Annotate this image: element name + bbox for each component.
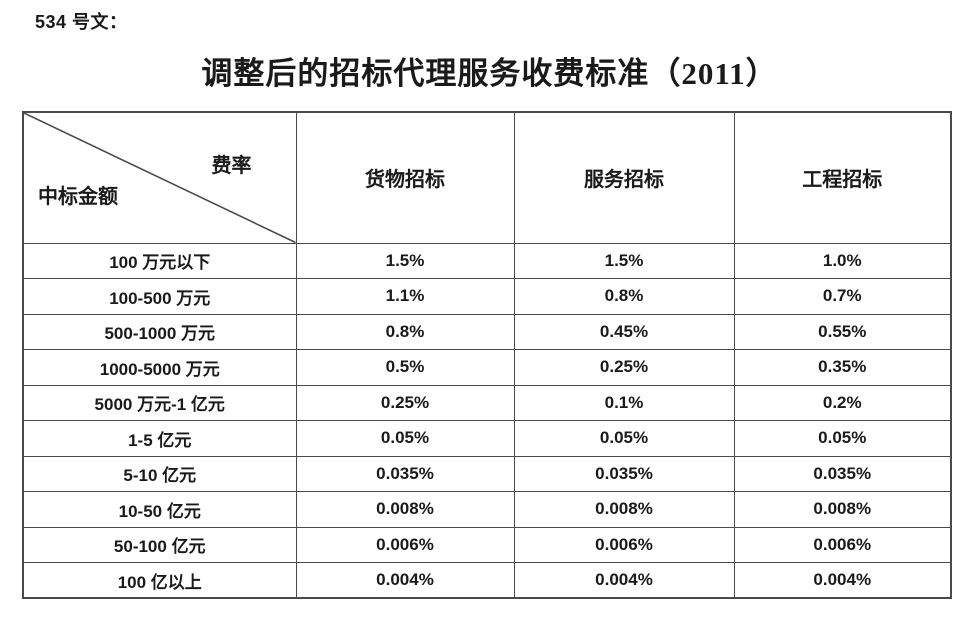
- corner-label-amount: 中标金额: [38, 185, 118, 208]
- fee-value: 0.1%: [513, 384, 735, 421]
- fee-value: 0.004%: [733, 562, 952, 599]
- fee-value: 0.7%: [733, 278, 952, 315]
- row-label: 50-100 亿元: [22, 526, 297, 563]
- fee-value: 0.035%: [295, 455, 515, 492]
- fee-value: 0.8%: [513, 278, 735, 315]
- fee-value: 0.8%: [295, 313, 515, 350]
- column-header-service-bidding: 服务招标: [513, 111, 735, 244]
- row-label: 500-1000 万元: [22, 313, 297, 350]
- fee-value: 0.45%: [513, 313, 735, 350]
- row-label: 5000 万元-1 亿元: [22, 384, 297, 421]
- corner-label-rate: 费率: [211, 155, 252, 177]
- fee-value: 0.006%: [513, 526, 735, 563]
- fee-value: 0.05%: [733, 420, 952, 457]
- table-row: 5-10 亿元 0.035% 0.035% 0.035%: [22, 455, 952, 492]
- fee-value: 1.0%: [733, 242, 952, 279]
- fee-value: 0.5%: [295, 349, 515, 386]
- row-label: 1000-5000 万元: [22, 349, 297, 386]
- fee-value: 0.05%: [513, 420, 735, 457]
- fee-value: 0.35%: [733, 349, 952, 386]
- corner-header-cell: 费率 中标金额: [22, 111, 297, 244]
- fee-value: 0.008%: [513, 491, 735, 528]
- fee-value: 1.5%: [513, 242, 735, 279]
- table-row: 100 亿以上 0.004% 0.004% 0.004%: [22, 562, 952, 599]
- table-row: 500-1000 万元 0.8% 0.45% 0.55%: [22, 313, 952, 350]
- fee-value: 0.035%: [733, 455, 952, 492]
- doc-number-label: 534 号文：: [35, 12, 128, 32]
- fee-value: 1.1%: [295, 278, 515, 315]
- fee-value: 0.05%: [295, 420, 515, 457]
- fee-value: 0.25%: [513, 349, 735, 386]
- row-label: 100 亿以上: [22, 562, 297, 599]
- row-label: 1-5 亿元: [22, 420, 297, 457]
- fee-value: 0.008%: [733, 491, 952, 528]
- fee-value: 0.004%: [295, 562, 515, 599]
- row-label: 100 万元以下: [22, 242, 297, 279]
- row-label: 10-50 亿元: [22, 491, 297, 528]
- table-row: 100 万元以下 1.5% 1.5% 1.0%: [22, 242, 952, 279]
- page-title: 调整后的招标代理服务收费标准（2011）: [201, 56, 778, 91]
- table-row: 1000-5000 万元 0.5% 0.25% 0.35%: [22, 349, 952, 386]
- table-row: 100-500 万元 1.1% 0.8% 0.7%: [22, 278, 952, 315]
- fee-value: 0.55%: [733, 313, 952, 350]
- fee-value: 0.008%: [295, 491, 515, 528]
- header-row: 费率 中标金额 货物招标 服务招标 工程招标: [22, 111, 952, 244]
- fee-value: 0.25%: [295, 384, 515, 421]
- table-row: 5000 万元-1 亿元 0.25% 0.1% 0.2%: [22, 384, 952, 421]
- fee-value: 0.004%: [513, 562, 735, 599]
- fee-value: 1.5%: [295, 242, 515, 279]
- row-label: 100-500 万元: [22, 278, 297, 315]
- fee-table: 费率 中标金额 货物招标 服务招标 工程招标 100 万元以下 1.5% 1.5…: [22, 111, 952, 599]
- column-header-goods-bidding: 货物招标: [295, 111, 515, 244]
- table-row: 10-50 亿元 0.008% 0.008% 0.008%: [22, 491, 952, 528]
- table-row: 50-100 亿元 0.006% 0.006% 0.006%: [22, 526, 952, 563]
- row-label: 5-10 亿元: [22, 455, 297, 492]
- diagonal-divider-line: [24, 113, 296, 243]
- fee-value: 0.2%: [733, 384, 952, 421]
- fee-value: 0.035%: [513, 455, 735, 492]
- fee-value: 0.006%: [295, 526, 515, 563]
- table-row: 1-5 亿元 0.05% 0.05% 0.05%: [22, 420, 952, 457]
- fee-value: 0.006%: [733, 526, 952, 563]
- column-header-works-bidding: 工程招标: [733, 111, 952, 244]
